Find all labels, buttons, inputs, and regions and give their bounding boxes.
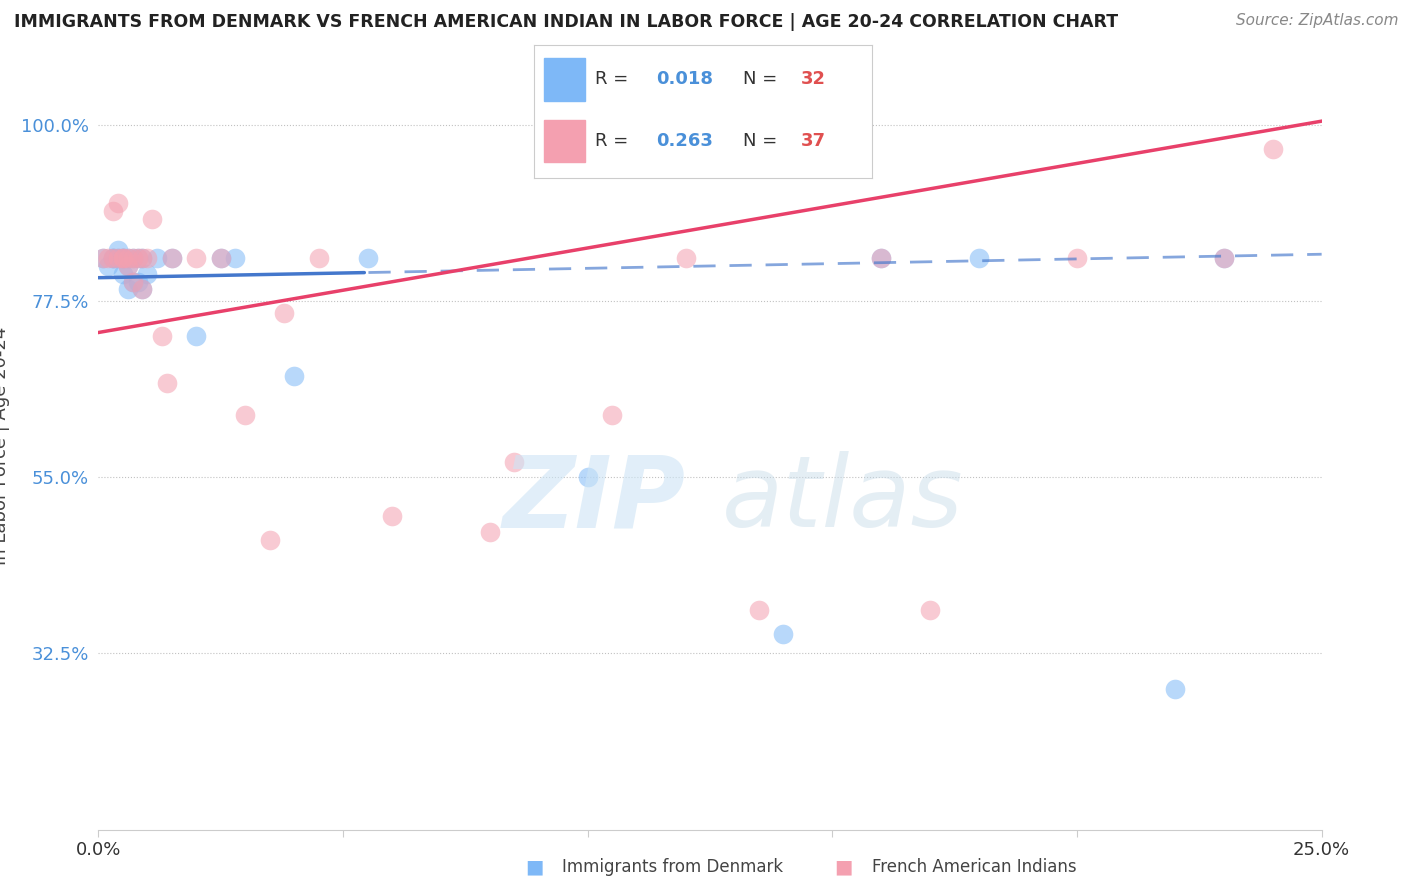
Point: [186, 329, 208, 343]
Point: [381, 509, 404, 524]
Point: [160, 251, 183, 265]
Text: atlas: atlas: [723, 451, 965, 549]
Point: [1164, 681, 1187, 696]
Point: [131, 282, 153, 296]
Point: [101, 251, 124, 265]
Point: [97, 259, 120, 273]
Text: ZIP: ZIP: [502, 451, 686, 549]
Point: [117, 251, 139, 265]
Point: [101, 251, 124, 265]
Point: [870, 251, 893, 265]
Point: [131, 251, 153, 265]
Point: [503, 455, 526, 469]
Text: Immigrants from Denmark: Immigrants from Denmark: [562, 858, 783, 876]
Text: R =: R =: [595, 132, 634, 150]
Point: [136, 251, 159, 265]
Text: ■: ■: [834, 857, 853, 876]
Point: [273, 306, 295, 320]
Point: [111, 251, 134, 265]
Point: [101, 204, 124, 219]
Point: [224, 251, 246, 265]
Point: [91, 251, 114, 265]
Point: [920, 603, 942, 617]
Point: [107, 196, 129, 211]
Point: [136, 267, 159, 281]
Point: [141, 212, 163, 227]
Text: 37: 37: [801, 132, 825, 150]
Point: [127, 251, 149, 265]
Point: [356, 251, 378, 265]
Point: [1212, 251, 1234, 265]
Point: [107, 251, 129, 265]
Text: N =: N =: [744, 70, 783, 88]
Point: [111, 267, 134, 281]
Point: [121, 251, 143, 265]
Point: [101, 251, 124, 265]
Point: [131, 251, 153, 265]
Point: [233, 408, 256, 422]
Point: [478, 525, 501, 540]
Text: ■: ■: [524, 857, 544, 876]
Point: [121, 251, 143, 265]
Point: [107, 251, 129, 265]
Point: [748, 603, 770, 617]
Point: [600, 408, 623, 422]
Point: [283, 368, 305, 383]
Point: [91, 251, 114, 265]
Text: French American Indians: French American Indians: [872, 858, 1077, 876]
Point: [150, 329, 173, 343]
Point: [97, 251, 120, 265]
Point: [127, 251, 149, 265]
Point: [160, 251, 183, 265]
Point: [772, 627, 794, 641]
Point: [967, 251, 990, 265]
Text: 0.263: 0.263: [655, 132, 713, 150]
Point: [209, 251, 232, 265]
Point: [576, 470, 599, 484]
Point: [1066, 251, 1088, 265]
Point: [156, 376, 179, 391]
Point: [870, 251, 893, 265]
Point: [107, 244, 129, 258]
Text: IMMIGRANTS FROM DENMARK VS FRENCH AMERICAN INDIAN IN LABOR FORCE | AGE 20-24 COR: IMMIGRANTS FROM DENMARK VS FRENCH AMERIC…: [14, 13, 1118, 31]
Point: [675, 251, 697, 265]
Point: [209, 251, 232, 265]
Bar: [544, 58, 585, 101]
Point: [146, 251, 169, 265]
Text: N =: N =: [744, 132, 783, 150]
Point: [117, 259, 139, 273]
Point: [1261, 142, 1284, 156]
Point: [117, 259, 139, 273]
Point: [117, 282, 139, 296]
Text: 32: 32: [801, 70, 825, 88]
Point: [259, 533, 281, 547]
Point: [308, 251, 330, 265]
Point: [186, 251, 208, 265]
Text: R =: R =: [595, 70, 634, 88]
Point: [127, 275, 149, 289]
Point: [121, 275, 143, 289]
Text: 0.018: 0.018: [655, 70, 713, 88]
Point: [117, 251, 139, 265]
Point: [111, 251, 134, 265]
Point: [1212, 251, 1234, 265]
Y-axis label: In Labor Force | Age 20-24: In Labor Force | Age 20-24: [0, 326, 10, 566]
Point: [131, 282, 153, 296]
Point: [121, 275, 143, 289]
Bar: [544, 120, 585, 162]
Point: [111, 251, 134, 265]
Text: Source: ZipAtlas.com: Source: ZipAtlas.com: [1236, 13, 1399, 29]
Point: [111, 251, 134, 265]
